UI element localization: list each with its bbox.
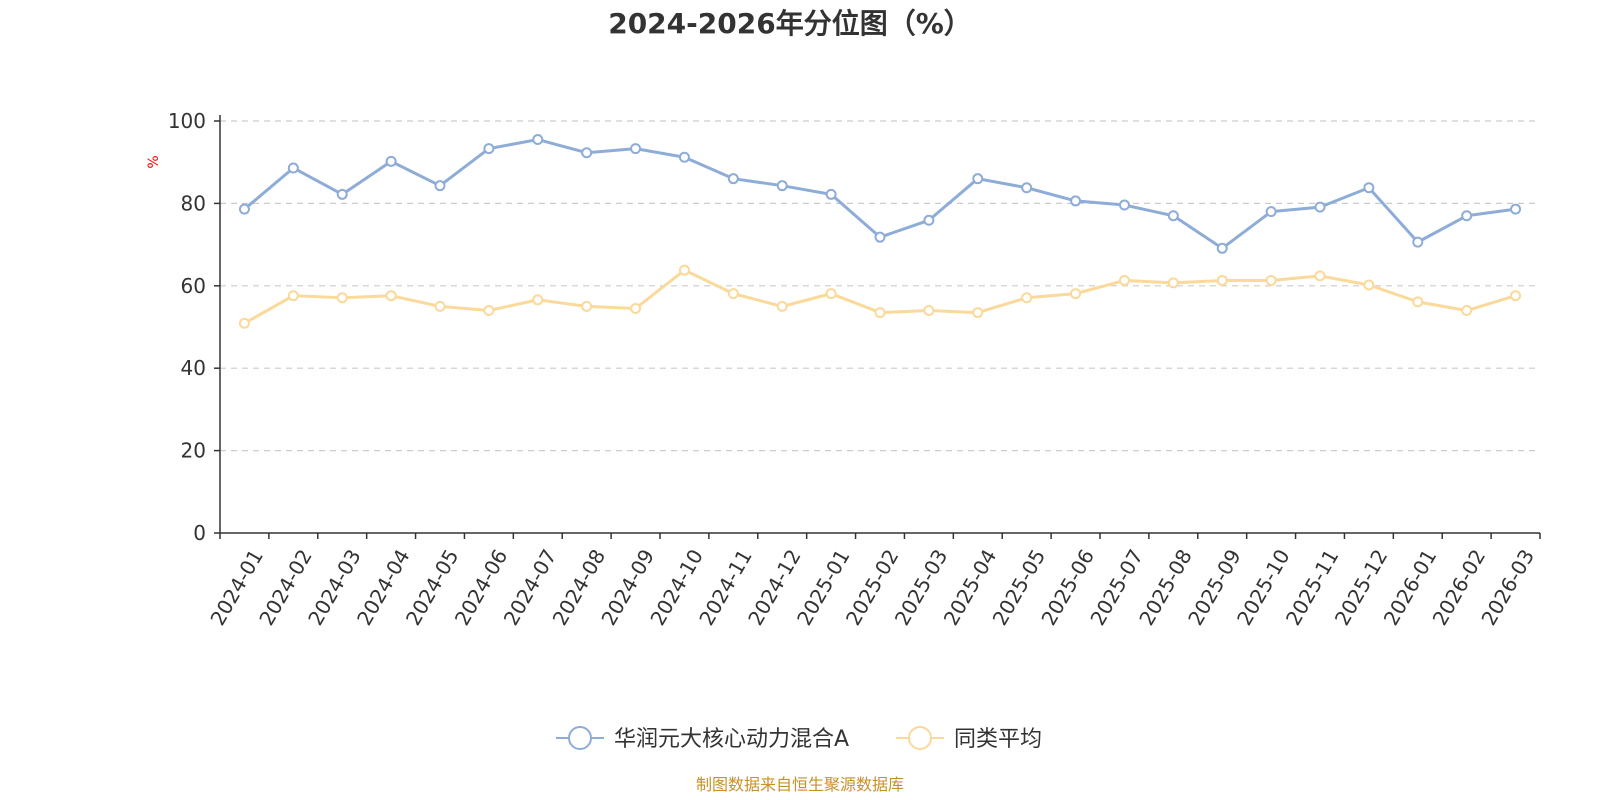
data-point[interactable] bbox=[434, 180, 446, 192]
data-point[interactable] bbox=[238, 317, 250, 329]
data-point[interactable] bbox=[287, 162, 299, 174]
data-point[interactable] bbox=[1021, 292, 1033, 304]
data-point[interactable] bbox=[874, 231, 886, 243]
y-tick-label: 60 bbox=[181, 274, 206, 298]
data-point[interactable] bbox=[385, 290, 397, 302]
data-point[interactable] bbox=[581, 147, 593, 159]
series-lines bbox=[238, 134, 1522, 329]
data-point[interactable] bbox=[825, 288, 837, 300]
chart-title: 2024-2026年分位图（%） bbox=[608, 7, 972, 40]
legend-item-1[interactable]: 同类平均 bbox=[896, 726, 1042, 752]
data-point[interactable] bbox=[483, 305, 495, 317]
y-tick-label: 0 bbox=[193, 521, 206, 545]
y-tick-label: 100 bbox=[168, 109, 206, 133]
data-point[interactable] bbox=[1461, 210, 1473, 222]
legend-marker-icon bbox=[568, 726, 592, 750]
data-point[interactable] bbox=[1118, 274, 1130, 286]
data-point[interactable] bbox=[532, 294, 544, 306]
y-axis-unit: % bbox=[146, 155, 162, 168]
legend-item-0[interactable]: 华润元大核心动力混合A bbox=[556, 726, 849, 752]
legend-label: 同类平均 bbox=[954, 727, 1042, 752]
data-point[interactable] bbox=[336, 292, 348, 304]
data-point[interactable] bbox=[434, 300, 446, 312]
data-point[interactable] bbox=[630, 302, 642, 314]
data-point[interactable] bbox=[1070, 195, 1082, 207]
data-point[interactable] bbox=[972, 307, 984, 319]
data-point[interactable] bbox=[630, 143, 642, 155]
data-point[interactable] bbox=[238, 203, 250, 215]
data-point[interactable] bbox=[336, 188, 348, 200]
data-point[interactable] bbox=[825, 188, 837, 200]
legend[interactable]: 华润元大核心动力混合A 同类平均 bbox=[556, 726, 1042, 752]
data-point[interactable] bbox=[874, 307, 886, 319]
axes: 0204060801002024-012024-022024-032024-04… bbox=[168, 109, 1541, 629]
data-point[interactable] bbox=[923, 214, 935, 226]
data-point[interactable] bbox=[1265, 206, 1277, 218]
data-point[interactable] bbox=[1070, 288, 1082, 300]
data-point[interactable] bbox=[1265, 274, 1277, 286]
data-point[interactable] bbox=[483, 143, 495, 155]
data-point[interactable] bbox=[1216, 242, 1228, 254]
data-point[interactable] bbox=[1363, 279, 1375, 291]
data-point[interactable] bbox=[385, 155, 397, 167]
data-point[interactable] bbox=[776, 300, 788, 312]
data-point[interactable] bbox=[1021, 182, 1033, 194]
data-point[interactable] bbox=[1510, 203, 1522, 215]
data-point[interactable] bbox=[972, 173, 984, 185]
data-point[interactable] bbox=[532, 134, 544, 146]
data-point[interactable] bbox=[776, 180, 788, 192]
data-point[interactable] bbox=[1118, 199, 1130, 211]
data-point[interactable] bbox=[1412, 236, 1424, 248]
y-tick-label: 40 bbox=[181, 356, 206, 380]
data-point[interactable] bbox=[1167, 277, 1179, 289]
data-point[interactable] bbox=[1510, 290, 1522, 302]
grid-lines bbox=[220, 120, 1540, 452]
data-point[interactable] bbox=[287, 290, 299, 302]
y-tick-label: 80 bbox=[181, 191, 206, 215]
data-point[interactable] bbox=[1461, 305, 1473, 317]
y-tick-label: 20 bbox=[181, 439, 206, 463]
legend-label: 华润元大核心动力混合A bbox=[614, 727, 849, 752]
data-point[interactable] bbox=[1167, 210, 1179, 222]
data-point[interactable] bbox=[581, 300, 593, 312]
data-point[interactable] bbox=[678, 151, 690, 163]
data-point[interactable] bbox=[1412, 296, 1424, 308]
data-point[interactable] bbox=[678, 264, 690, 276]
data-point[interactable] bbox=[923, 305, 935, 317]
data-point[interactable] bbox=[727, 288, 739, 300]
data-point[interactable] bbox=[1216, 274, 1228, 286]
data-point[interactable] bbox=[727, 173, 739, 185]
legend-marker-icon bbox=[908, 726, 932, 750]
data-point[interactable] bbox=[1314, 201, 1326, 213]
data-point[interactable] bbox=[1314, 270, 1326, 282]
source-note: 制图数据来自恒生聚源数据库 bbox=[696, 775, 904, 794]
data-point[interactable] bbox=[1363, 182, 1375, 194]
